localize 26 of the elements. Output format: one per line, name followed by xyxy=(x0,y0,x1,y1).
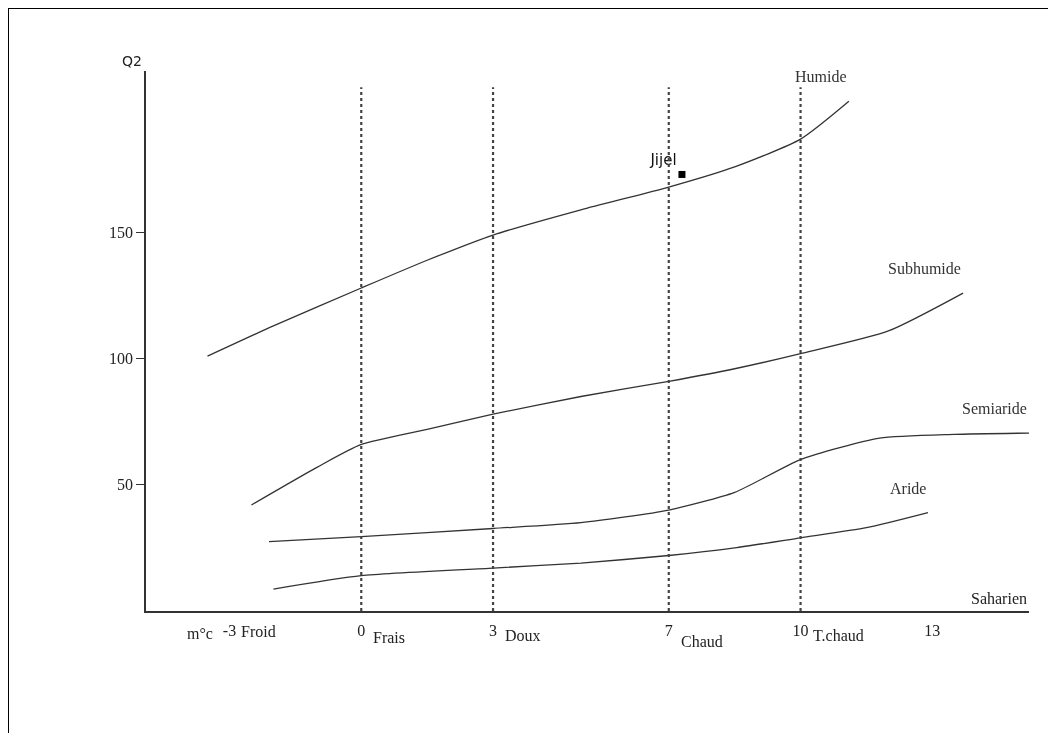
x-tick-label: 3 xyxy=(489,621,498,639)
text: Froid xyxy=(241,623,276,640)
series-label: Aride xyxy=(890,480,927,497)
annotation: Saharien xyxy=(971,590,1027,607)
line-series xyxy=(206,100,850,357)
y-tick-label: 150 xyxy=(109,224,134,242)
y-axis-title: Q2 xyxy=(122,53,142,69)
y-tick-label: 100 xyxy=(109,350,134,368)
text: Chaud xyxy=(681,633,723,650)
series-label: Jijel xyxy=(649,151,677,170)
x-axis-title: m°c xyxy=(187,625,213,642)
x-tick-label: 10 xyxy=(792,621,809,639)
series-label: Subhumide xyxy=(888,260,961,277)
x-tick-label: -3 xyxy=(222,621,237,639)
text: Doux xyxy=(505,627,541,644)
x-tick-label: 0 xyxy=(357,621,366,639)
x-tick-label: 13 xyxy=(924,621,941,639)
line-series xyxy=(268,432,1029,543)
line-series xyxy=(272,511,929,590)
text: Frais xyxy=(373,629,405,646)
series-label: Humide xyxy=(795,68,847,85)
line-series xyxy=(250,292,964,506)
text: T.chaud xyxy=(813,627,864,644)
x-tick-label: 7 xyxy=(664,621,673,639)
series-label: Semiaride xyxy=(962,400,1027,417)
y-tick-label: 50 xyxy=(117,476,134,494)
